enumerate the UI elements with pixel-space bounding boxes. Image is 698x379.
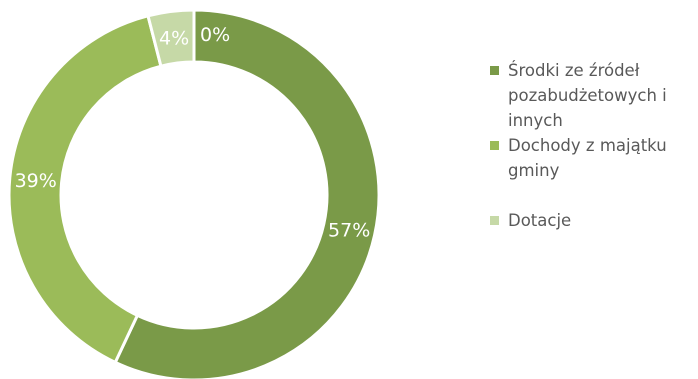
legend: Środki ze źródeł pozabudżetowych i innyc… — [490, 58, 698, 233]
legend-label-srodki: Środki ze źródeł pozabudżetowych i innyc… — [508, 61, 667, 130]
legend-item-dochody: Dochody z majątku gminy — [490, 133, 698, 183]
data-label-s-rodki-ze-z-ro-de-p: 57% — [328, 220, 370, 242]
data-label-zero: 0% — [200, 24, 230, 46]
donut-plot: 57% 39% 4% 0% — [7, 8, 381, 379]
slice-dochody-z-maja-tku-g — [7, 13, 163, 365]
legend-label-dochody: Dochody z majątku gminy — [508, 136, 667, 180]
data-label-dochody-z-maja-tku-g: 39% — [15, 170, 57, 192]
slice-dotacje — [146, 8, 196, 69]
legend-item-dotacje: Dotacje — [490, 208, 698, 233]
legend-swatch-srodki — [490, 66, 499, 75]
legend-swatch-dotacje — [490, 216, 499, 225]
legend-label-dotacje: Dotacje — [508, 211, 572, 230]
legend-swatch-dochody — [490, 141, 499, 150]
data-label-dotacje: 4% — [159, 27, 189, 49]
legend-item-srodki: Środki ze źródeł pozabudżetowych i innyc… — [490, 58, 698, 133]
slice-s-rodki-ze-z-ro-de-p — [113, 8, 381, 379]
